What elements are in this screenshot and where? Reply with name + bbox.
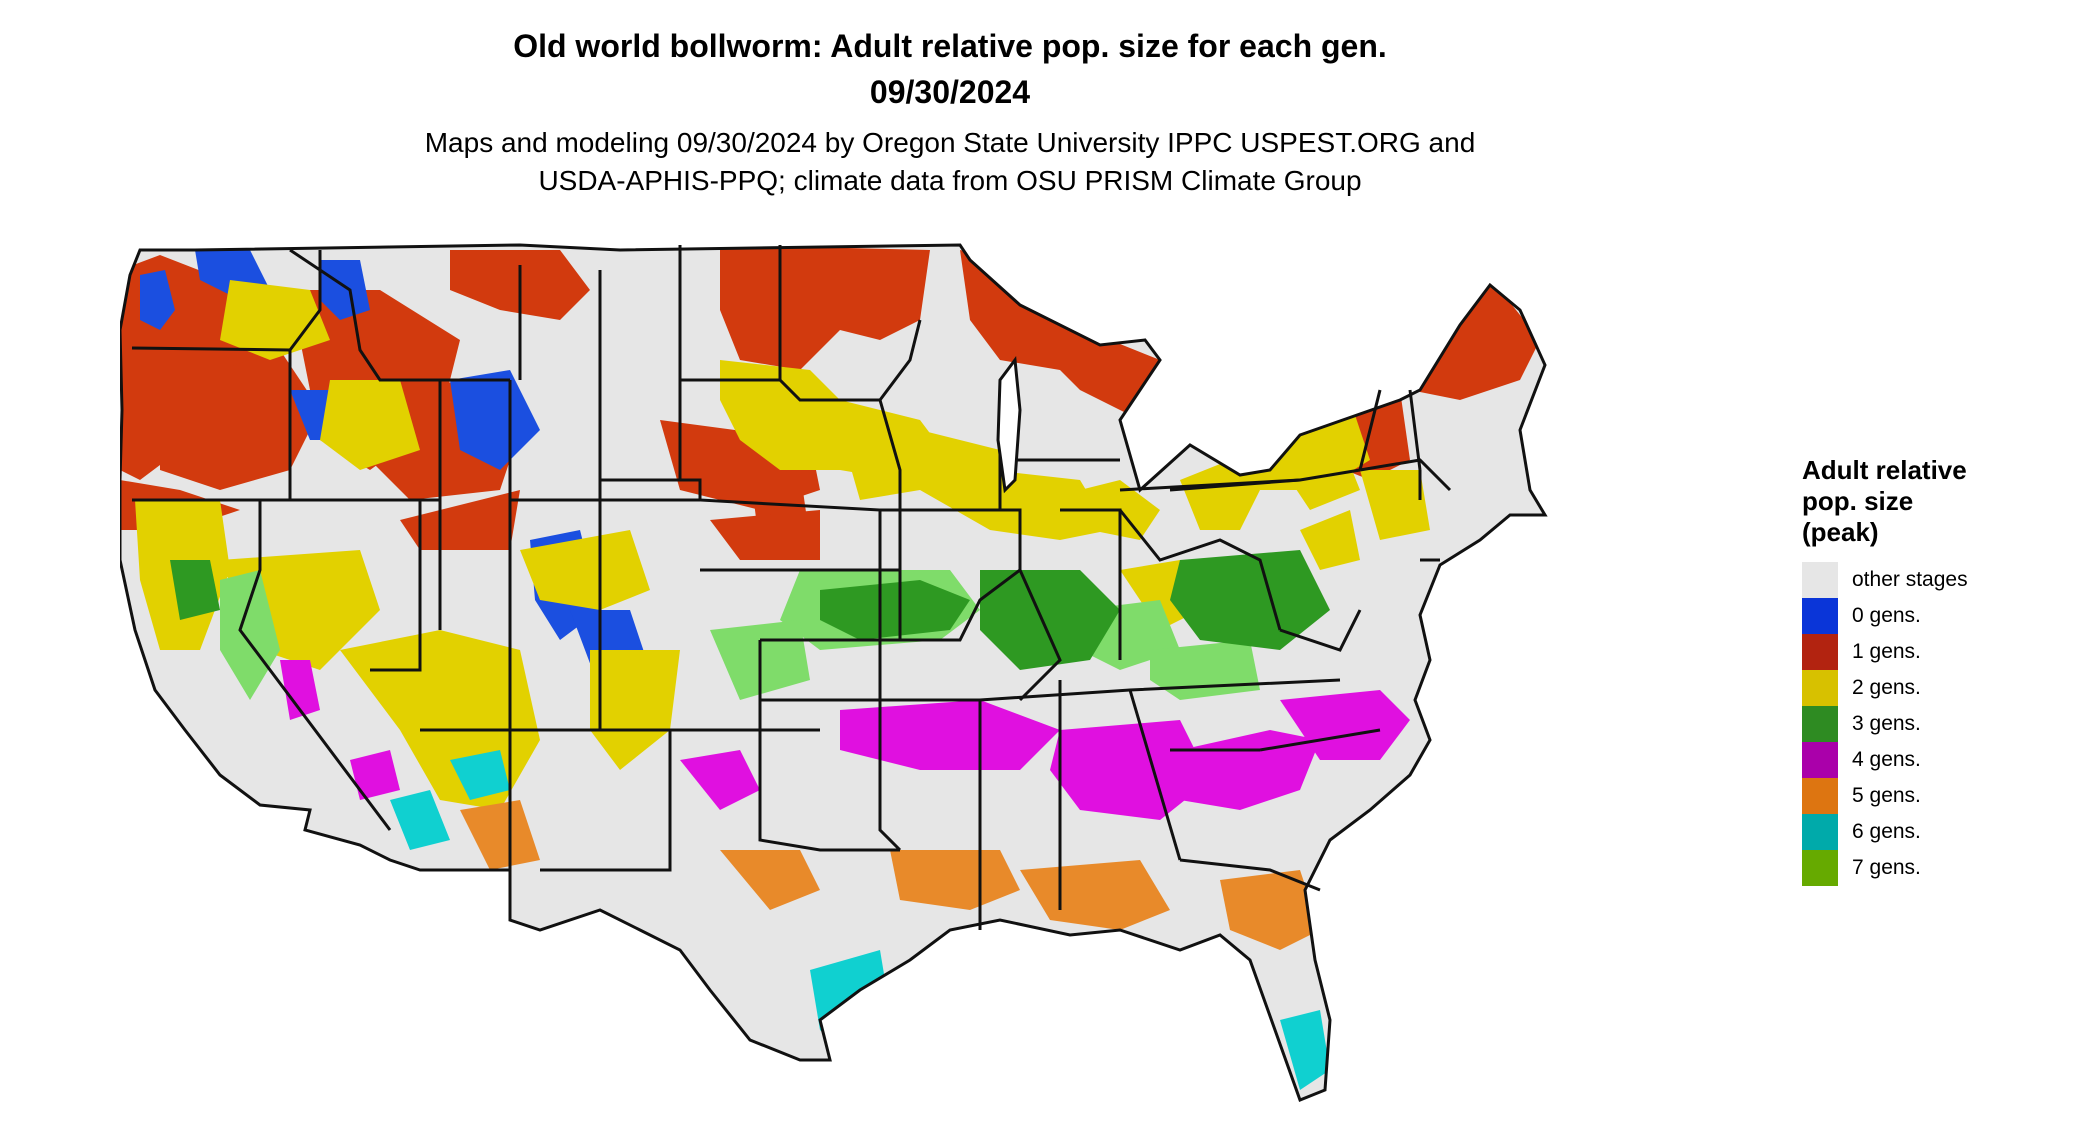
legend-item: 4 gens. bbox=[1802, 742, 2082, 778]
legend-item: other stages bbox=[1802, 562, 2082, 598]
legend-swatch bbox=[1802, 706, 1838, 742]
legend-label: 1 gens. bbox=[1852, 640, 1921, 663]
legend-label: other stages bbox=[1852, 568, 1968, 591]
legend-item: 7 gens. bbox=[1802, 850, 2082, 886]
legend-swatch bbox=[1802, 778, 1838, 814]
legend-swatch bbox=[1802, 562, 1838, 598]
map-title: Old world bollworm: Adult relative pop. … bbox=[513, 28, 1387, 64]
zone-4-gen bbox=[280, 660, 1410, 820]
legend-item: 5 gens. bbox=[1802, 778, 2082, 814]
credit-line-1: Maps and modeling 09/30/2024 by Oregon S… bbox=[424, 127, 1476, 158]
map-date: 09/30/2024 bbox=[869, 74, 1031, 110]
legend-title: Adult relative pop. size (peak) bbox=[1802, 455, 1967, 547]
us-phenology-map bbox=[120, 243, 1548, 1102]
legend-item: 0 gens. bbox=[1802, 598, 2082, 634]
legend-item: 1 gens. bbox=[1802, 634, 2082, 670]
legend-label: 7 gens. bbox=[1852, 856, 1921, 879]
zone-5-gen bbox=[460, 800, 1320, 950]
legend-swatch bbox=[1802, 814, 1838, 850]
legend-label: 2 gens. bbox=[1852, 676, 1921, 699]
legend-label: 5 gens. bbox=[1852, 784, 1921, 807]
legend-swatch bbox=[1802, 670, 1838, 706]
legend-item: 6 gens. bbox=[1802, 814, 2082, 850]
legend-swatch bbox=[1802, 598, 1838, 634]
legend-label: 3 gens. bbox=[1852, 712, 1921, 735]
zone-3-gen-dark bbox=[170, 550, 1330, 670]
legend-label: 6 gens. bbox=[1852, 820, 1921, 843]
legend-swatch bbox=[1802, 634, 1838, 670]
legend-label: 0 gens. bbox=[1852, 604, 1921, 627]
credit-line-2: USDA-APHIS-PPQ; climate data from OSU PR… bbox=[538, 165, 1362, 196]
legend-label: 4 gens. bbox=[1852, 748, 1921, 771]
legend-items: other stages 0 gens. 1 gens. 2 gens. 3 gens.… bbox=[1802, 562, 2082, 886]
legend: Adult relative pop. size (peak) other st… bbox=[1802, 455, 2082, 886]
state-boundaries bbox=[120, 243, 1548, 1102]
legend-swatch bbox=[1802, 742, 1838, 778]
legend-item: 3 gens. bbox=[1802, 706, 2082, 742]
legend-swatch bbox=[1802, 850, 1838, 886]
great-lakes bbox=[996, 356, 1022, 494]
legend-item: 2 gens. bbox=[1802, 670, 2082, 706]
